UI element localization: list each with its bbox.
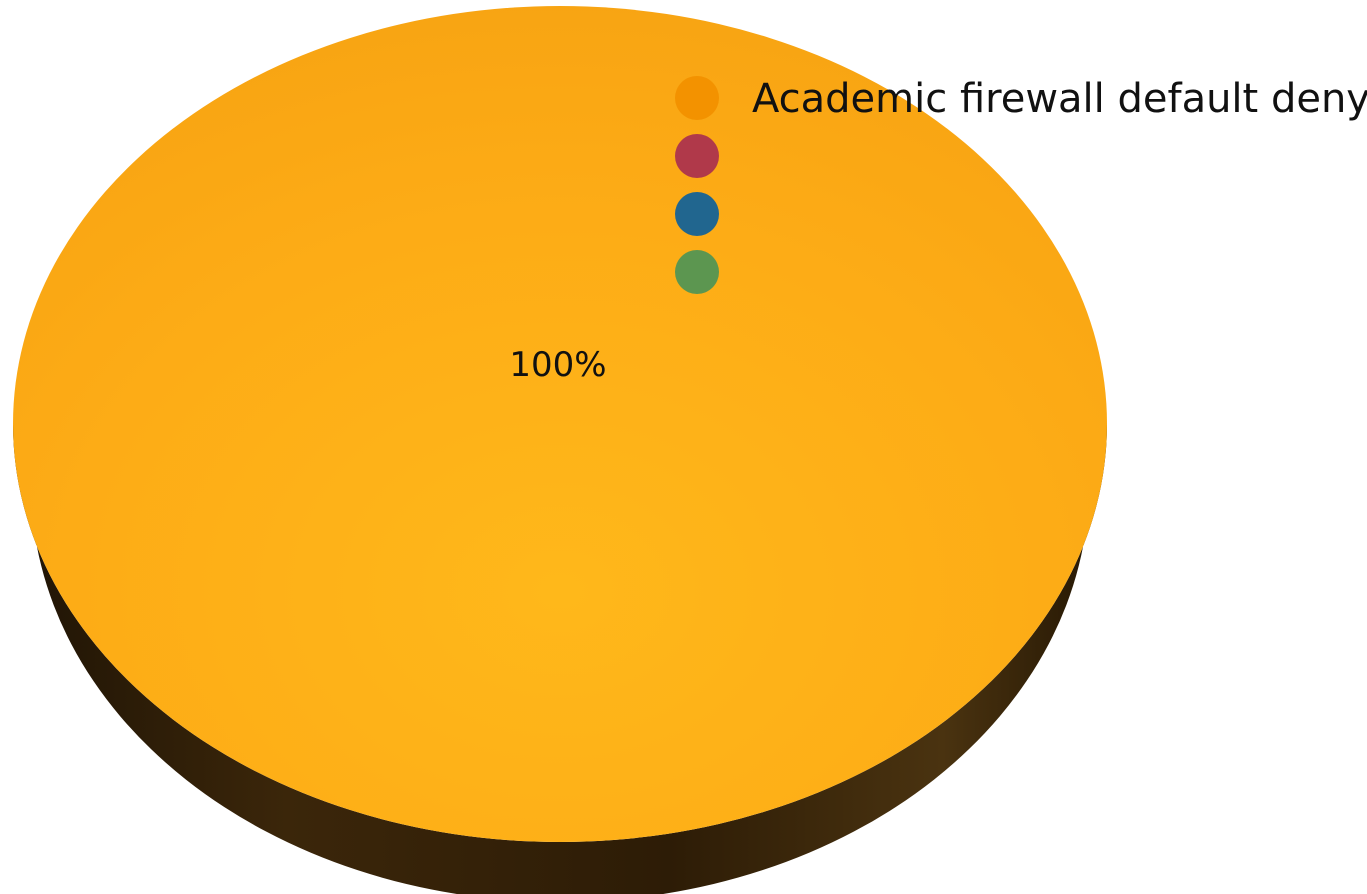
legend-marker — [675, 134, 719, 178]
data-label: 100% — [509, 345, 606, 385]
legend: Academic firewall default deny — [675, 76, 1367, 294]
legend-marker — [675, 192, 719, 236]
legend-marker — [675, 250, 719, 294]
pie-slice — [13, 6, 1107, 842]
data-labels: 100% — [509, 345, 606, 385]
legend-marker — [675, 76, 719, 120]
legend-label: Academic firewall default deny — [752, 76, 1367, 122]
pie-slices — [13, 6, 1107, 842]
